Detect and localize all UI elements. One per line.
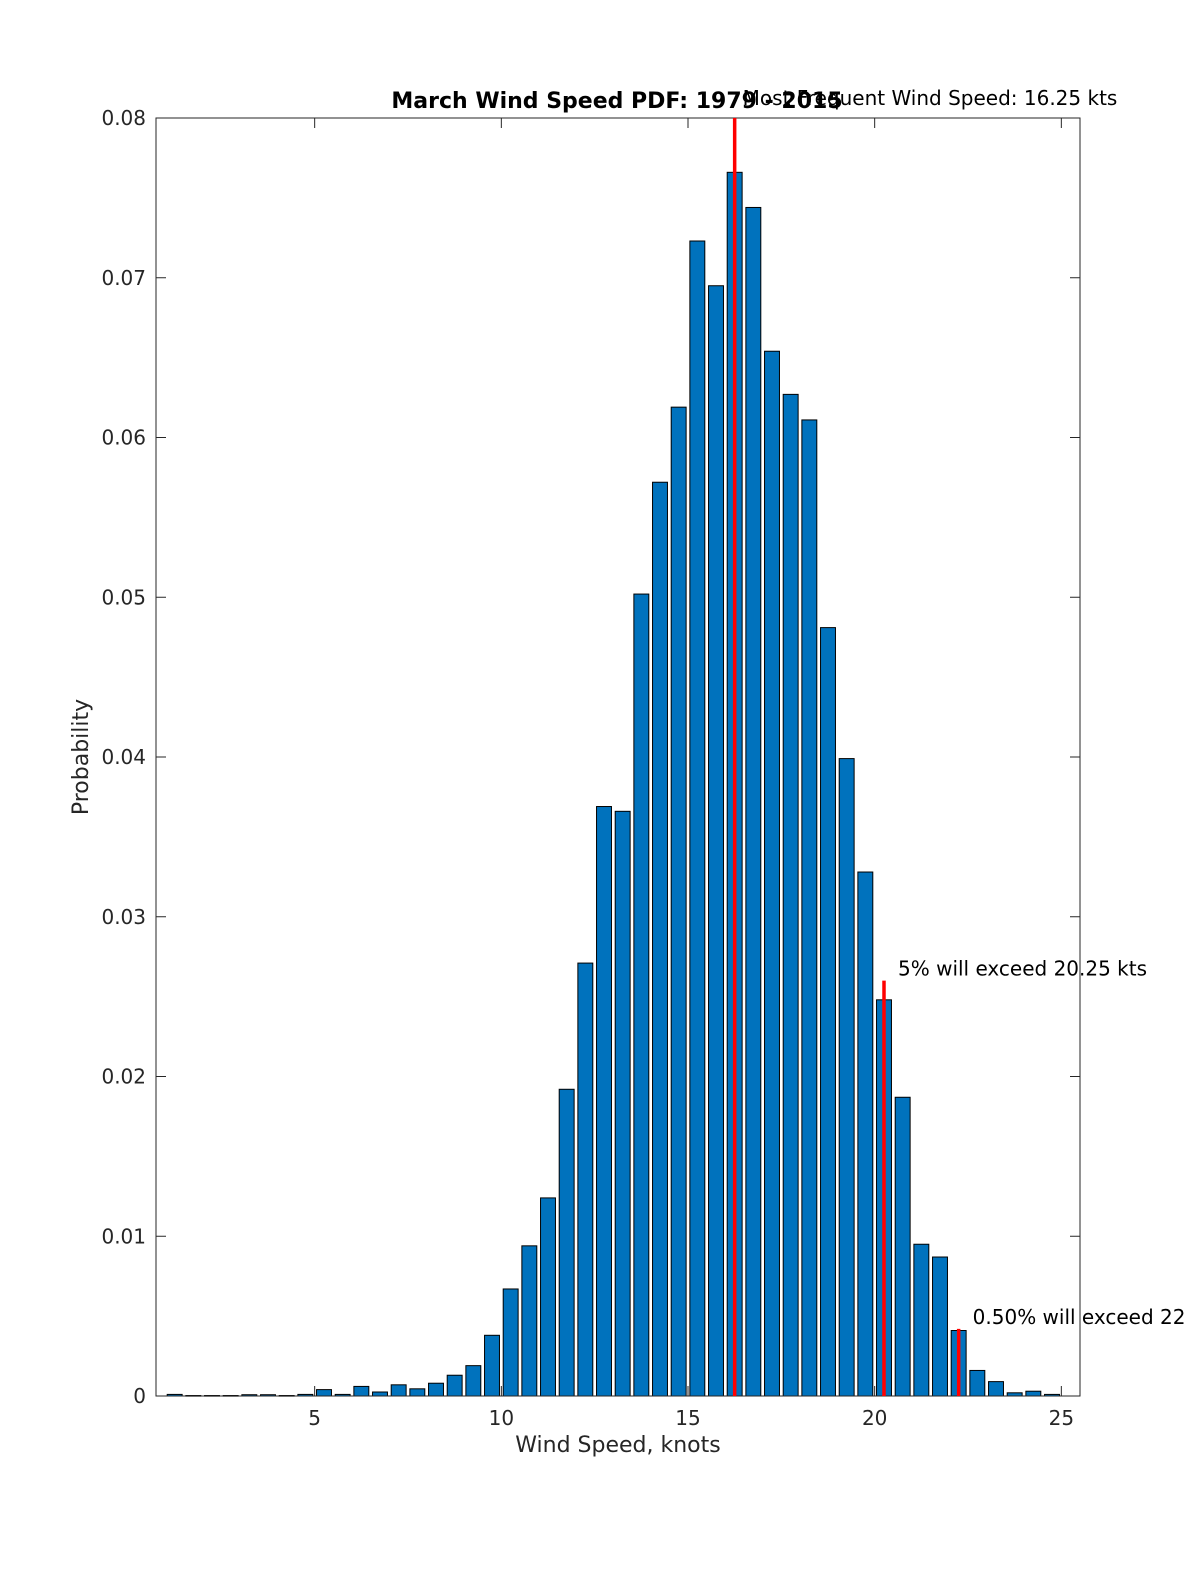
- y-tick-label-5: 0.05: [101, 585, 146, 609]
- chart-title: March Wind Speed PDF: 1979 - 2015: [391, 89, 842, 114]
- bar-14.25: [652, 481, 668, 1397]
- ticks-group: 5 10 15 20 25 0 0.01 0.02 0.03 0.04 0.05 0.06 0.07 0.…: [101, 106, 1080, 1430]
- bar-9.25: [465, 1365, 482, 1397]
- bar-22.75: [969, 1369, 986, 1397]
- bar-8.25: [428, 1382, 444, 1397]
- y-tick-label-4: 0.04: [101, 745, 146, 769]
- marker-label-0: Most Frequent Wind Speed: 16.25 kts: [743, 86, 1118, 110]
- y-tick-label-6: 0.06: [101, 426, 146, 450]
- bar-16.75: [745, 206, 762, 1397]
- x-tick-label-5: 5: [308, 1406, 321, 1430]
- bar-11.75: [558, 1088, 575, 1397]
- bar-7.75: [409, 1388, 426, 1397]
- bar-5.25: [316, 1389, 332, 1397]
- bar-10.75: [521, 1245, 538, 1397]
- marker-label-2: 0.50% will exceed 22: [973, 1305, 1186, 1329]
- bar-6.25: [353, 1385, 370, 1397]
- bar-21.25: [913, 1243, 930, 1397]
- bar-17.75: [782, 393, 799, 1397]
- y-tick-label-7: 0.07: [101, 266, 146, 290]
- bar-15.25: [689, 240, 706, 1397]
- x-tick-label-10: 10: [489, 1406, 514, 1430]
- bar-13.25: [614, 810, 631, 1397]
- bars-group: [166, 171, 1060, 1397]
- x-tick-label-15: 15: [675, 1406, 700, 1430]
- bar-24.25: [1025, 1390, 1042, 1397]
- bar-10.25: [502, 1288, 519, 1397]
- bar-8.75: [446, 1374, 463, 1397]
- x-tick-label-25: 25: [1049, 1406, 1074, 1430]
- bar-19.25: [838, 758, 855, 1397]
- y-tick-label-3: 0.03: [101, 905, 146, 929]
- y-tick-label-1: 0.01: [101, 1224, 146, 1248]
- bar-12.25: [577, 962, 594, 1397]
- y-tick-label-8: 0.08: [101, 106, 146, 130]
- marker-label-1: 5% will exceed 20.25 kts: [898, 957, 1147, 981]
- y-tick-label-2: 0.02: [101, 1065, 146, 1089]
- plot-frame: [155, 117, 1081, 1397]
- x-tick-label-20: 20: [862, 1406, 887, 1430]
- bar-7.25: [390, 1384, 407, 1397]
- bar-6.75: [372, 1391, 388, 1397]
- bar-23.25: [988, 1381, 1004, 1397]
- bar-17.25: [764, 350, 780, 1397]
- bar-15.75: [708, 285, 724, 1397]
- bar-20.75: [894, 1096, 911, 1397]
- bar-14.75: [670, 406, 687, 1397]
- bar-18.75: [820, 627, 836, 1397]
- bar-12.75: [596, 806, 612, 1397]
- markers-group: Most Frequent Wind Speed: 16.25 kts 5% wi…: [732, 86, 1186, 1396]
- bar-18.25: [801, 419, 818, 1397]
- bar-13.75: [633, 593, 650, 1397]
- bar-21.75: [932, 1256, 948, 1397]
- x-axis-label: Wind Speed, knots: [515, 1433, 720, 1458]
- bar-19.75: [857, 871, 874, 1397]
- bar-11.25: [540, 1197, 556, 1397]
- bar-9.75: [484, 1334, 500, 1397]
- y-axis-label: Probability: [69, 699, 94, 815]
- y-tick-label-0: 0: [133, 1384, 146, 1408]
